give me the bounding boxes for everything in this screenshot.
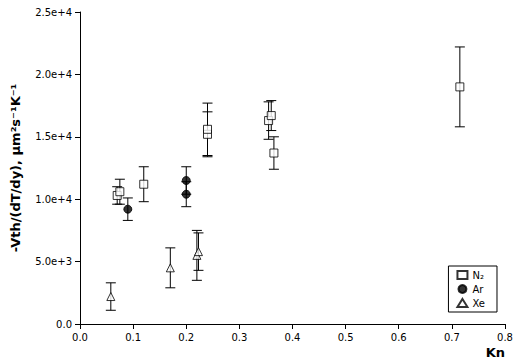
svg-text:0.5: 0.5 — [338, 332, 354, 343]
svg-text:0.6: 0.6 — [391, 332, 407, 343]
svg-text:2.5e+4: 2.5e+4 — [35, 7, 72, 18]
svg-text:0.0: 0.0 — [72, 332, 88, 343]
svg-text:0.8: 0.8 — [497, 332, 513, 343]
svg-text:0.1: 0.1 — [125, 332, 141, 343]
svg-text:Kn: Kn — [486, 345, 505, 360]
svg-text:0.2: 0.2 — [178, 332, 194, 343]
svg-text:N₂: N₂ — [472, 270, 484, 281]
svg-text:-Vth/(dT/dy), μm²s⁻¹K⁻¹: -Vth/(dT/dy), μm²s⁻¹K⁻¹ — [8, 84, 23, 253]
svg-text:2.0e+4: 2.0e+4 — [35, 69, 72, 80]
svg-text:Ar: Ar — [472, 284, 484, 295]
svg-text:1.0e+4: 1.0e+4 — [35, 194, 72, 205]
svg-text:0.7: 0.7 — [444, 332, 460, 343]
svg-text:1.5e+4: 1.5e+4 — [35, 131, 72, 142]
svg-text:5.0e+3: 5.0e+3 — [35, 256, 72, 267]
svg-text:0.0: 0.0 — [56, 319, 72, 330]
svg-text:0.4: 0.4 — [285, 332, 301, 343]
svg-text:0.3: 0.3 — [231, 332, 247, 343]
svg-text:Xe: Xe — [472, 298, 485, 309]
